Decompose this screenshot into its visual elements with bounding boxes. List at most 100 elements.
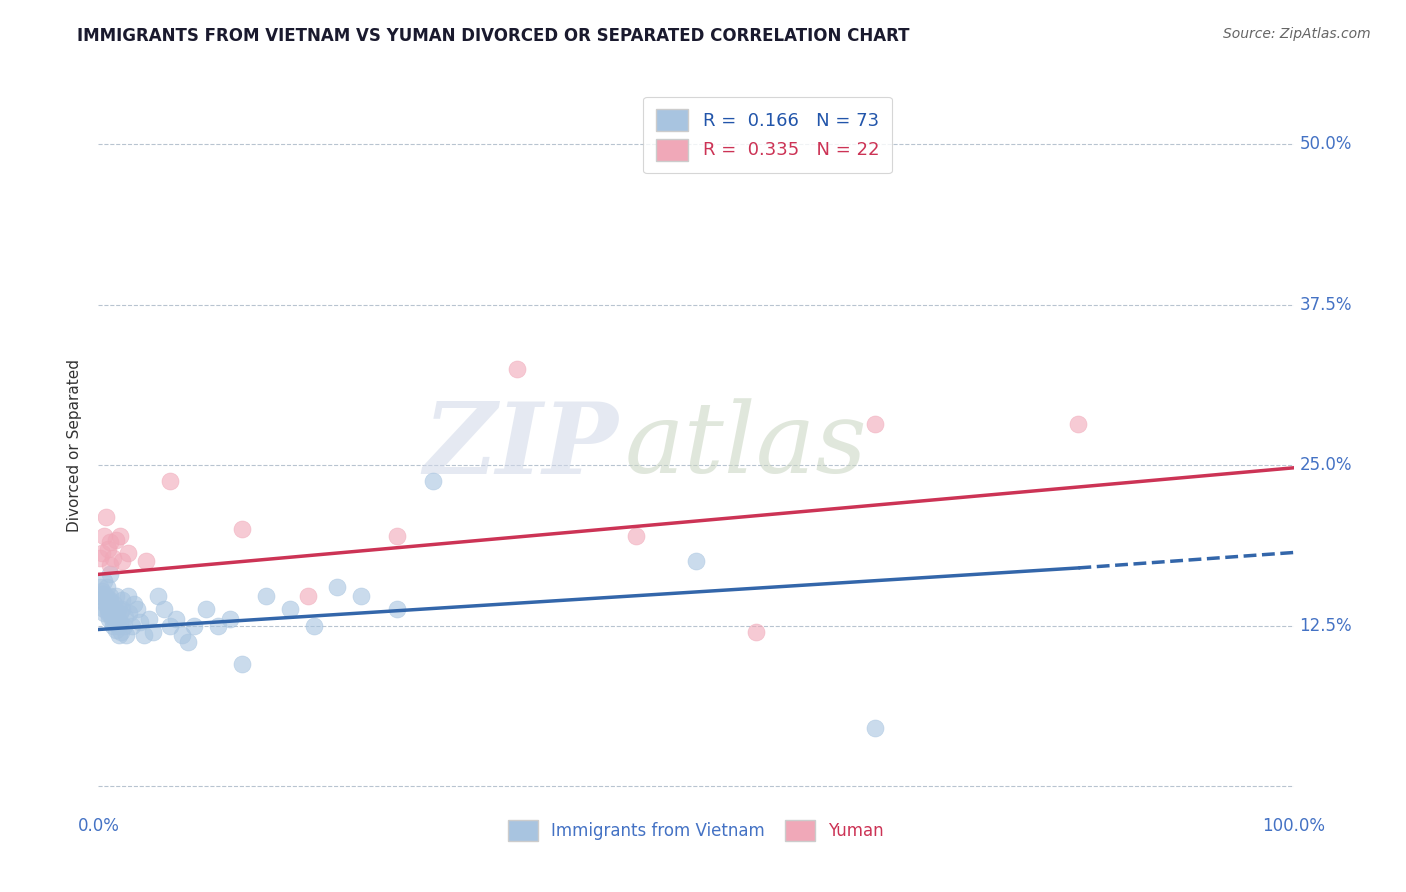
Point [111, 593, 134, 607]
Point [98, 589, 122, 603]
Point [91, 545, 114, 559]
Text: 12.5%: 12.5% [1299, 616, 1353, 634]
Point [278, 602, 301, 616]
Point [104, 606, 127, 620]
Point [96, 597, 118, 611]
Point [98, 612, 121, 626]
Text: ZIP: ZIP [423, 398, 619, 494]
Text: 25.0%: 25.0% [1299, 456, 1353, 475]
Point [153, 602, 176, 616]
Point [100, 612, 122, 626]
Point [626, 529, 648, 543]
Point [100, 599, 122, 614]
Point [104, 615, 127, 629]
Point [97, 593, 120, 607]
Point [111, 554, 134, 568]
Point [108, 529, 131, 543]
Point [98, 593, 122, 607]
Point [93, 606, 115, 620]
Point [422, 474, 444, 488]
Point [93, 596, 115, 610]
Text: atlas: atlas [624, 399, 868, 493]
Point [107, 618, 129, 632]
Point [114, 609, 136, 624]
Point [103, 597, 125, 611]
Point [385, 529, 409, 543]
Point [97, 602, 120, 616]
Point [207, 618, 229, 632]
Point [98, 599, 121, 614]
Point [302, 618, 325, 632]
Point [97, 606, 120, 620]
Point [254, 589, 277, 603]
Point [195, 602, 218, 616]
Point [142, 625, 165, 640]
Point [129, 615, 152, 629]
Point [97, 541, 120, 556]
Point [745, 625, 768, 640]
Point [219, 612, 242, 626]
Point [93, 602, 115, 616]
Point [111, 602, 134, 616]
Point [125, 602, 148, 616]
Point [177, 635, 200, 649]
Point [385, 602, 409, 616]
Point [89, 580, 111, 594]
Point [124, 597, 146, 611]
Point [101, 609, 124, 624]
Point [108, 606, 131, 620]
Text: 37.5%: 37.5% [1299, 296, 1353, 314]
Point [101, 618, 124, 632]
Point [93, 529, 115, 543]
Point [91, 593, 114, 607]
Point [165, 612, 187, 626]
Y-axis label: Divorced or Separated: Divorced or Separated [67, 359, 83, 533]
Point [231, 523, 253, 537]
Text: Source: ZipAtlas.com: Source: ZipAtlas.com [1223, 27, 1371, 41]
Point [1067, 417, 1090, 432]
Point [297, 589, 319, 603]
Point [98, 602, 122, 616]
Point [105, 623, 128, 637]
Point [93, 574, 115, 588]
Point [94, 589, 117, 603]
Point [98, 535, 122, 549]
Point [103, 602, 125, 616]
Point [865, 417, 887, 432]
Point [183, 618, 205, 632]
Point [90, 589, 112, 603]
Point [107, 627, 129, 641]
Point [108, 615, 131, 629]
Point [112, 618, 135, 632]
Text: IMMIGRANTS FROM VIETNAM VS YUMAN DIVORCED OR SEPARATED CORRELATION CHART: IMMIGRANTS FROM VIETNAM VS YUMAN DIVORCE… [77, 27, 910, 45]
Point [105, 612, 128, 626]
Legend: Immigrants from Vietnam, Yuman: Immigrants from Vietnam, Yuman [502, 814, 890, 847]
Point [135, 554, 157, 568]
Point [96, 580, 118, 594]
Point [865, 721, 887, 735]
Point [94, 509, 117, 524]
Point [101, 550, 124, 565]
Text: 50.0%: 50.0% [1299, 136, 1353, 153]
Point [506, 362, 529, 376]
Point [118, 606, 141, 620]
Point [107, 602, 129, 616]
Point [89, 550, 111, 565]
Point [159, 618, 181, 632]
Point [132, 627, 155, 641]
Point [117, 545, 139, 559]
Point [91, 586, 114, 600]
Point [159, 474, 181, 488]
Point [326, 580, 349, 594]
Point [350, 589, 373, 603]
Point [172, 627, 194, 641]
Point [117, 589, 139, 603]
Point [121, 618, 143, 632]
Point [105, 589, 128, 603]
Point [98, 606, 122, 620]
Point [231, 657, 253, 672]
Point [110, 625, 132, 640]
Point [685, 554, 707, 568]
Point [98, 567, 122, 582]
Point [148, 589, 170, 603]
